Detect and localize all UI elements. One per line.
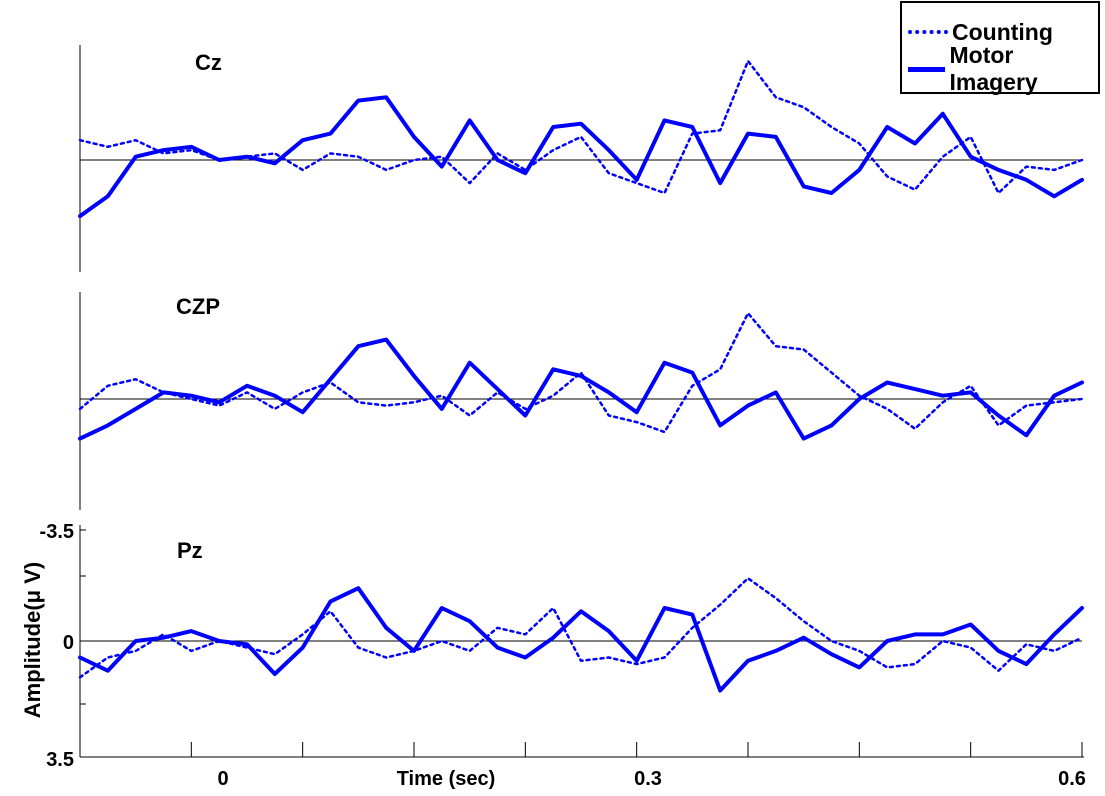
legend-swatch-solid <box>908 66 946 72</box>
panel-label-cz: Cz <box>195 50 222 75</box>
legend-label-counting: Counting <box>952 18 1053 45</box>
series-line-pz-counting <box>78 577 1084 679</box>
series-line-czp-motor-imagery <box>78 337 1084 441</box>
y-axis-label: Amplitude(μ V) <box>20 562 45 718</box>
series-line-cz-counting <box>78 59 1084 195</box>
series-line-czp-counting <box>78 311 1084 434</box>
series-line-cz-motor-imagery <box>78 95 1084 219</box>
legend-swatch-dotted <box>908 30 948 34</box>
plot-layer <box>78 45 1084 758</box>
legend-label-motor-imagery: Motor Imagery <box>949 42 1038 95</box>
y-tick-label-pos: 3.5 <box>46 749 74 771</box>
y-tick-label-neg: -3.5 <box>40 521 74 543</box>
panel-label-pz: Pz <box>177 538 203 563</box>
x-tick-label-0: 0 <box>217 768 228 790</box>
legend-entry-counting: Counting <box>908 17 1053 47</box>
x-tick-label-0.6: 0.6 <box>1058 768 1086 790</box>
y-tick-label-zero: 0 <box>63 632 74 654</box>
legend-entry-motor-imagery: Motor Imagery <box>908 42 1098 95</box>
legend: Counting Motor Imagery <box>900 1 1100 95</box>
series-line-pz-motor-imagery <box>78 586 1084 693</box>
x-tick-label-0.3: 0.3 <box>634 768 662 790</box>
panel-label-czp: CZP <box>176 294 220 319</box>
x-axis-label: Time (sec) <box>397 768 496 790</box>
